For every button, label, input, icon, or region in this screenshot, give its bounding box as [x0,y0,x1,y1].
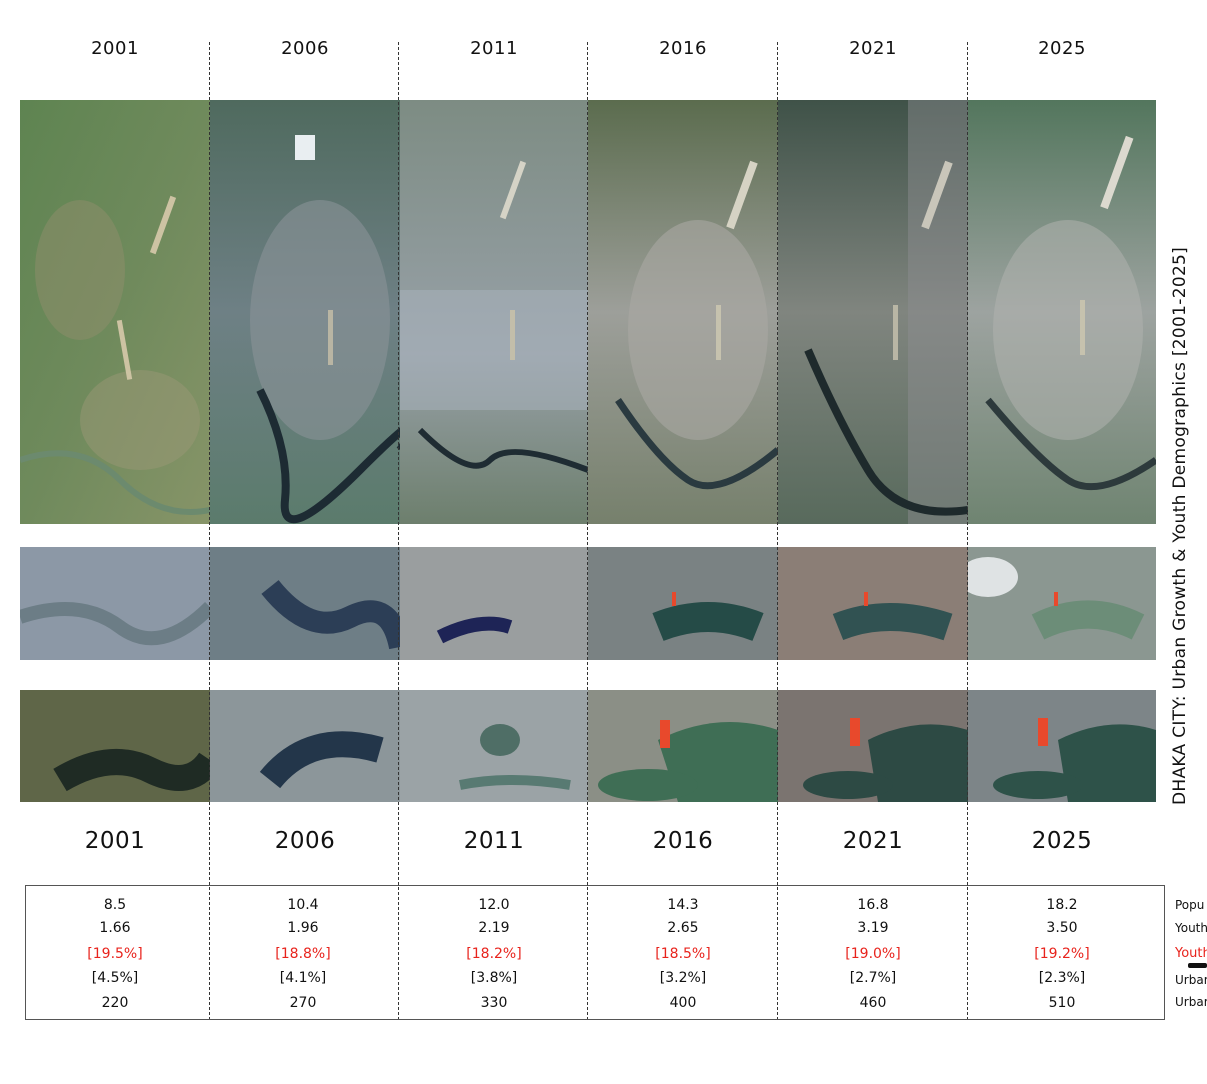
satellite-large-2011 [400,100,588,524]
year-bottom-2025: 2025 [1031,828,1093,854]
population-value: 8.5 [103,897,127,913]
population-value: 14.3 [667,897,699,913]
satellite-small-2025 [968,690,1156,802]
urban-area-value: 330 [480,995,508,1011]
youth-value: 1.66 [99,920,131,936]
column-divider-4 [777,42,778,1020]
youth-value: 2.65 [667,920,699,936]
urban-area-value: 270 [289,995,317,1011]
satellite-small-2011 [400,690,588,802]
year-top-2025: 2025 [1038,38,1086,59]
population-value: 18.2 [1046,897,1078,913]
column-divider-2 [398,42,399,1020]
youth-value: 2.19 [478,920,510,936]
legend-swatch [1188,963,1207,968]
urban-pct-value: [2.3%] [1038,970,1086,986]
satellite-mid-2016 [588,547,778,660]
urban-pct-value: [2.7%] [849,970,897,986]
year-bottom-2001: 2001 [84,828,146,854]
youth-value: 3.19 [857,920,889,936]
urban-area-value: 510 [1048,995,1076,1011]
satellite-mid-2001 [20,547,210,660]
year-top-2011: 2011 [470,38,518,59]
urban-pct-value: [3.2%] [659,970,707,986]
satellite-mid-2011 [400,547,588,660]
year-top-2006: 2006 [281,38,329,59]
year-top-2001: 2001 [91,38,139,59]
column-divider-3 [587,42,588,1020]
youth-pct-value: [19.2%] [1034,946,1090,962]
population-value: 10.4 [287,897,319,913]
urban-pct-value: [3.8%] [470,970,518,986]
youth-pct-value: [18.5%] [655,946,711,962]
column-divider-5 [967,42,968,1020]
satellite-large-2021 [778,100,968,524]
urban-pct-value: [4.5%] [91,970,139,986]
year-bottom-2021: 2021 [842,828,904,854]
satellite-mid-2025 [968,547,1156,660]
urban-area-value: 220 [101,995,129,1011]
youth-value: 3.50 [1046,920,1078,936]
youth-pct-value: [19.5%] [87,946,143,962]
satellite-small-2016 [588,690,778,802]
population-value: 16.8 [857,897,889,913]
youth-value: 1.96 [287,920,319,936]
satellite-small-2001 [20,690,210,802]
satellite-small-2021 [778,690,968,802]
year-bottom-2016: 2016 [652,828,714,854]
urban-pct-value: [4.1%] [279,970,327,986]
satellite-mid-2021 [778,547,968,660]
satellite-mid-2006 [210,547,400,660]
data-table [25,885,1165,1020]
year-bottom-2011: 2011 [463,828,525,854]
urban-area-value: 460 [859,995,887,1011]
legend-population: Popu [1175,898,1205,912]
legend-youth-pct: Youth [1175,946,1207,961]
youth-pct-value: [19.0%] [845,946,901,962]
satellite-large-2025 [968,100,1156,524]
population-value: 12.0 [478,897,510,913]
page-title: DHAKA CITY: Urban Growth & Youth Demogra… [1170,246,1190,805]
legend-youth: Youth [1175,921,1207,935]
satellite-large-2001 [20,100,210,524]
year-top-2021: 2021 [849,38,897,59]
column-divider-1 [209,42,210,1020]
year-top-2016: 2016 [659,38,707,59]
urban-area-value: 400 [669,995,697,1011]
satellite-small-2006 [210,690,400,802]
year-bottom-2006: 2006 [274,828,336,854]
legend-urban-pct: Urbar [1175,973,1207,987]
youth-pct-value: [18.8%] [275,946,331,962]
satellite-large-2016 [588,100,778,524]
youth-pct-value: [18.2%] [466,946,522,962]
satellite-large-2006 [210,100,400,524]
legend-urban-area: Urbar [1175,995,1207,1009]
